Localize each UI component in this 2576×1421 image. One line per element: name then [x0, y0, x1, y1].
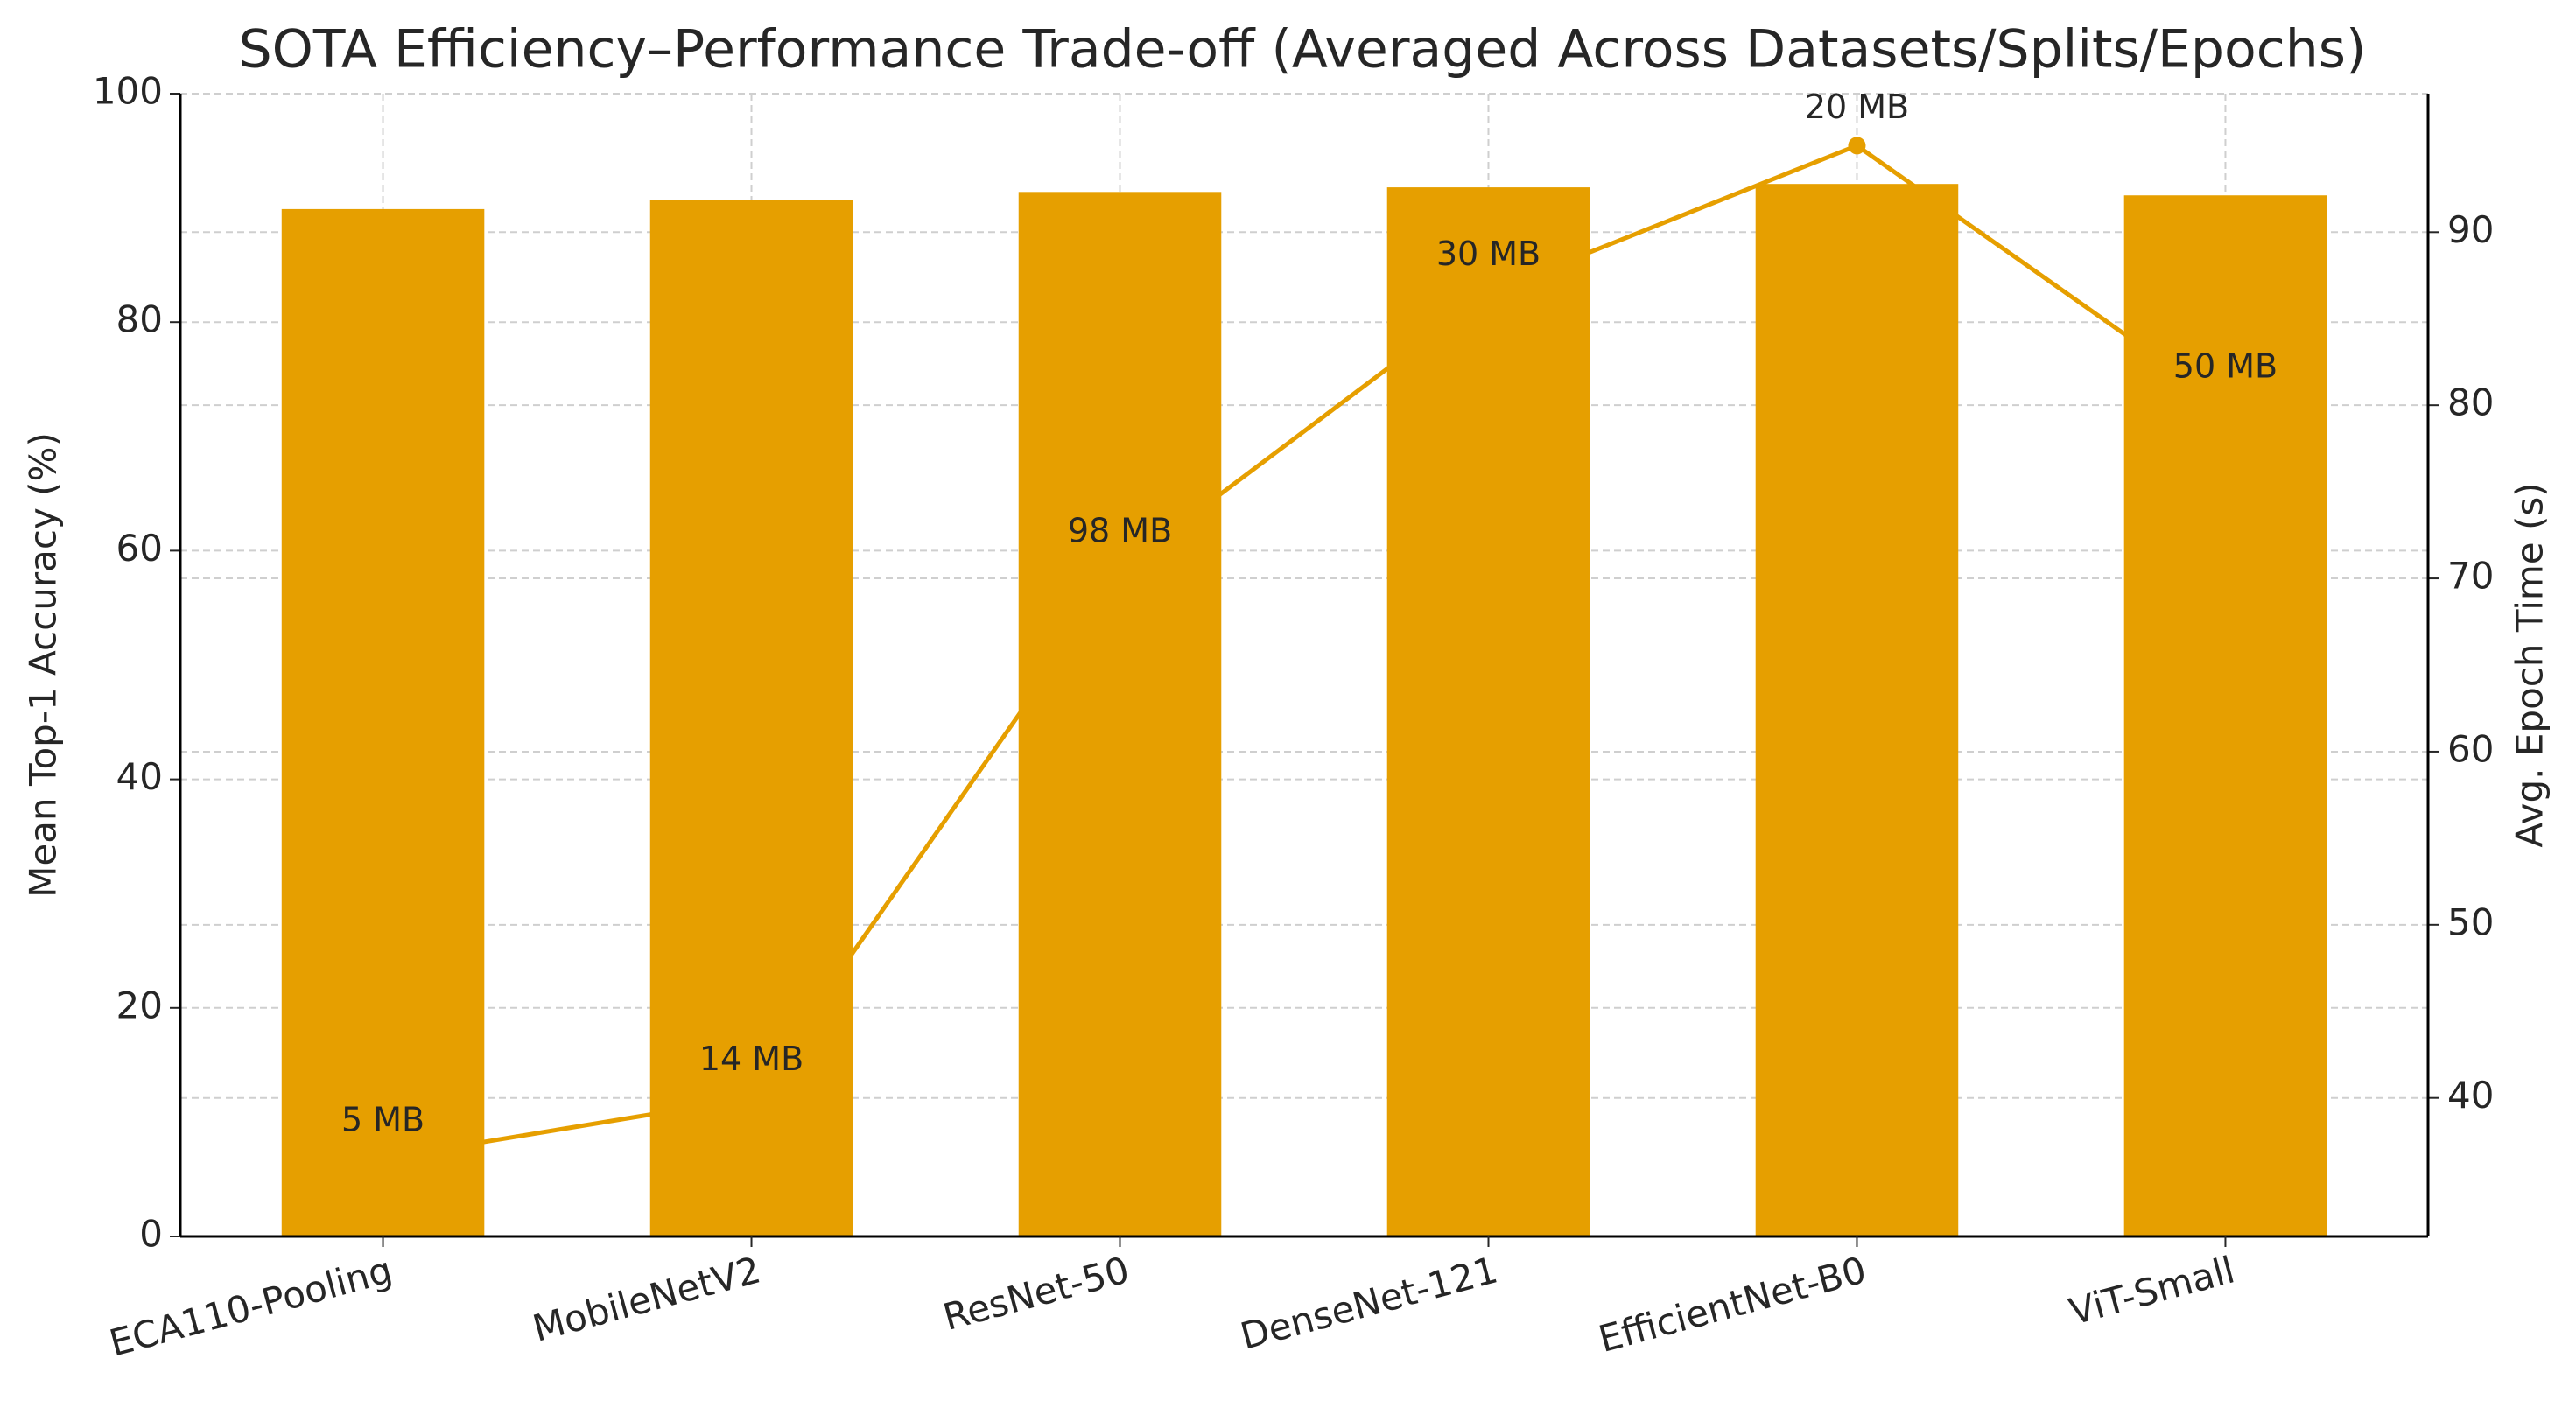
point-label: 30 MB: [1436, 234, 1541, 273]
y-tick-label: 40: [116, 755, 163, 798]
x-tick-label: MobileNetV2: [529, 1248, 766, 1349]
point-label: 20 MB: [1805, 88, 1909, 126]
y-tick-label: 0: [139, 1213, 163, 1256]
point-label: 50 MB: [2173, 347, 2278, 386]
y2-axis-label: Avg. Epoch Time (s): [2509, 482, 2551, 847]
y2-tick-label: 50: [2447, 900, 2494, 943]
bar: [2123, 195, 2327, 1236]
x-tick-label: ViT-Small: [2065, 1248, 2239, 1333]
y-tick-label: 100: [93, 70, 163, 113]
bar: [649, 200, 853, 1236]
bar: [1018, 192, 1222, 1236]
y2-tick-label: 40: [2447, 1074, 2494, 1116]
bar: [281, 208, 485, 1236]
line-point: [1848, 136, 1866, 155]
bar: [1755, 184, 1959, 1237]
y2-tick-label: 70: [2447, 555, 2494, 598]
y2-tick-label: 80: [2447, 382, 2494, 424]
y-tick-label: 20: [116, 984, 163, 1026]
point-label: 14 MB: [699, 1040, 804, 1078]
x-tick-label: ECA110-Pooling: [105, 1248, 397, 1364]
point-label: 98 MB: [1068, 512, 1172, 550]
y2-tick-label: 90: [2447, 208, 2494, 251]
x-tick-label: ResNet-50: [938, 1248, 1134, 1339]
chart-title: SOTA Efficiency–Performance Trade-off (A…: [239, 19, 2367, 80]
y-tick-label: 60: [116, 527, 163, 570]
y-axis-label: Mean Top-1 Accuracy (%): [22, 432, 65, 898]
y-tick-label: 80: [116, 298, 163, 341]
bar: [1386, 187, 1590, 1236]
x-tick-label: EfficientNet-B0: [1594, 1248, 1871, 1361]
point-label: 5 MB: [341, 1100, 425, 1138]
x-tick-label: DenseNet-121: [1236, 1248, 1502, 1357]
y2-tick-label: 60: [2447, 727, 2494, 770]
